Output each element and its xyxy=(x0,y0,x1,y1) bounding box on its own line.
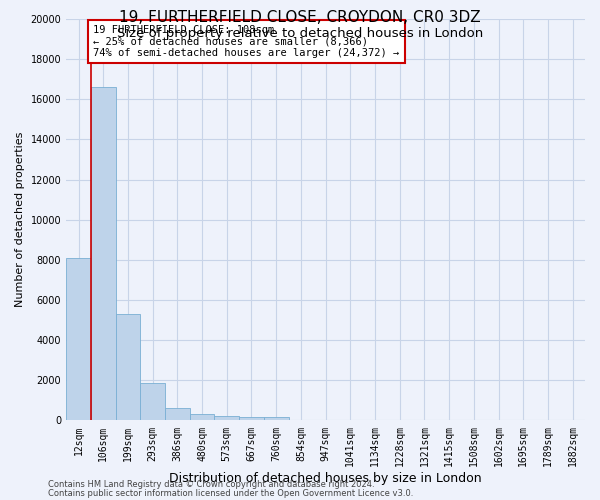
Bar xyxy=(66,258,91,420)
Bar xyxy=(214,416,239,420)
Bar xyxy=(116,314,140,420)
Bar xyxy=(91,87,116,420)
Y-axis label: Number of detached properties: Number of detached properties xyxy=(15,132,25,308)
Text: 19 FURTHERFIELD CLOSE: 108sqm
← 25% of detached houses are smaller (8,366)
74% o: 19 FURTHERFIELD CLOSE: 108sqm ← 25% of d… xyxy=(94,25,400,58)
Text: Size of property relative to detached houses in London: Size of property relative to detached ho… xyxy=(117,28,483,40)
Text: Contains HM Land Registry data © Crown copyright and database right 2024.: Contains HM Land Registry data © Crown c… xyxy=(48,480,374,489)
Bar xyxy=(190,414,214,420)
X-axis label: Distribution of detached houses by size in London: Distribution of detached houses by size … xyxy=(169,472,482,485)
Text: Contains public sector information licensed under the Open Government Licence v3: Contains public sector information licen… xyxy=(48,488,413,498)
Text: 19, FURTHERFIELD CLOSE, CROYDON, CR0 3DZ: 19, FURTHERFIELD CLOSE, CROYDON, CR0 3DZ xyxy=(119,10,481,25)
Bar xyxy=(239,417,264,420)
Bar xyxy=(165,408,190,420)
Bar xyxy=(140,384,165,420)
Bar xyxy=(264,418,289,420)
